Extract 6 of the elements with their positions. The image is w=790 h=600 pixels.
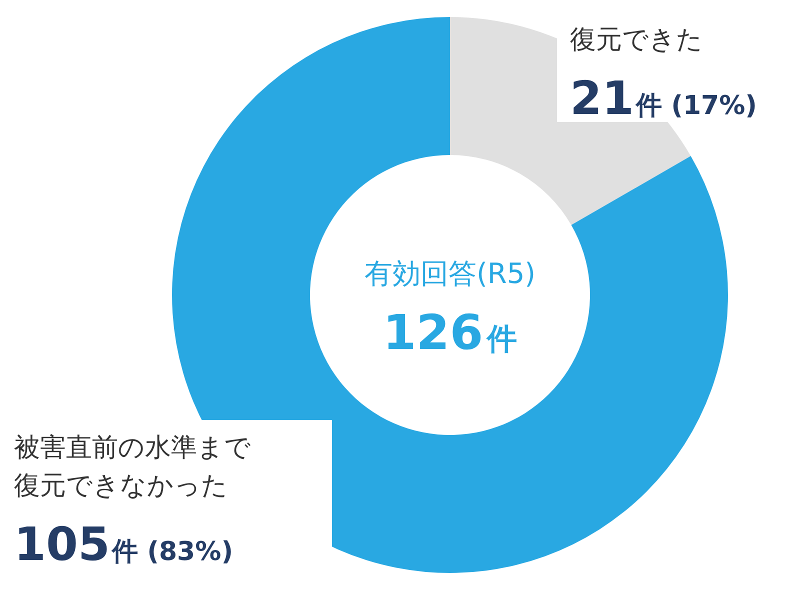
text: 有効回答(R5) (364, 257, 536, 290)
slice-label: 被害直前の水準まで復元できなかった (14, 433, 251, 501)
data-label: 105件 (83%) (14, 517, 234, 571)
data-label: 21件 (17%) (570, 71, 758, 125)
slice-label: 復元できた (570, 25, 703, 55)
text: 126件 (382, 305, 518, 361)
